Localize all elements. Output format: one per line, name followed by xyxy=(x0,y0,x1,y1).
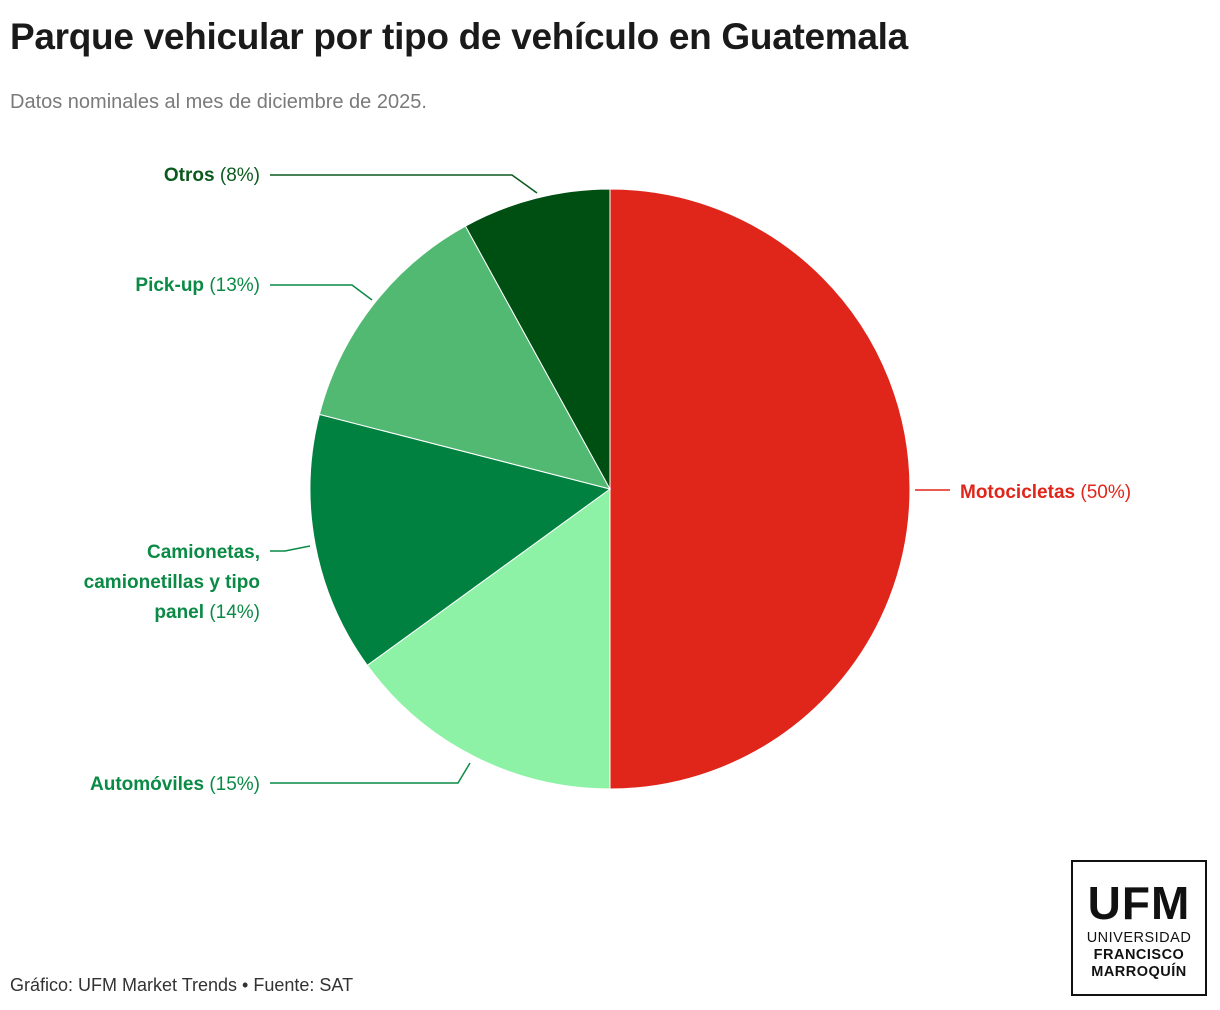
label-name-line: camionetillas y tipo xyxy=(83,572,260,593)
pie-slice-otros xyxy=(464,188,611,490)
label-pct: (14%) xyxy=(209,602,260,623)
label-pct: (15%) xyxy=(209,774,260,795)
label-name: Automóviles xyxy=(90,774,205,795)
label-name: Otros xyxy=(163,165,215,186)
label-name-line: panel xyxy=(154,602,205,623)
leader-line-camionetas xyxy=(270,545,311,552)
label-pickup: Pick-up (13%) xyxy=(135,271,260,301)
ufm-logo: UFM UNIVERSIDAD FRANCISCO MARROQUÍN xyxy=(1071,860,1207,996)
label-pct: (8%) xyxy=(219,165,260,186)
logo-line: FRANCISCO xyxy=(1093,947,1185,963)
pie-slice-automóviles xyxy=(366,488,611,790)
logo-text: UFM xyxy=(1087,877,1191,929)
label-automoviles: Automóviles (15%) xyxy=(90,770,260,800)
leader-line-pickup xyxy=(270,284,373,301)
pie-slice-pick-up xyxy=(318,225,611,490)
chart-subtitle: Datos nominales al mes de diciembre de 2… xyxy=(10,91,427,113)
leader-line-automoviles xyxy=(270,762,471,784)
label-motocicletas: Motocicletas (50%) xyxy=(960,478,1131,508)
label-name-line: Camionetas, xyxy=(147,542,260,563)
leader-line-otros xyxy=(270,174,538,194)
pie-slice-motocicletas xyxy=(609,188,911,790)
label-pct: (13%) xyxy=(209,275,260,296)
label-name: Pick-up xyxy=(135,275,205,296)
logo-line: UNIVERSIDAD xyxy=(1086,930,1192,946)
source-footer: Gráfico: UFM Market Trends • Fuente: SAT xyxy=(10,975,354,995)
label-pct: (50%) xyxy=(1080,482,1132,503)
label-name: Motocicletas xyxy=(960,482,1076,503)
chart-title: Parque vehicular por tipo de vehículo en… xyxy=(10,16,908,57)
label-otros: Otros (8%) xyxy=(164,161,260,191)
label-camionetas: Camionetas, camionetillas y tipo panel (… xyxy=(84,538,260,628)
pie-slice-camionetas xyxy=(309,413,612,667)
logo-line: MARROQUÍN xyxy=(1091,964,1187,980)
